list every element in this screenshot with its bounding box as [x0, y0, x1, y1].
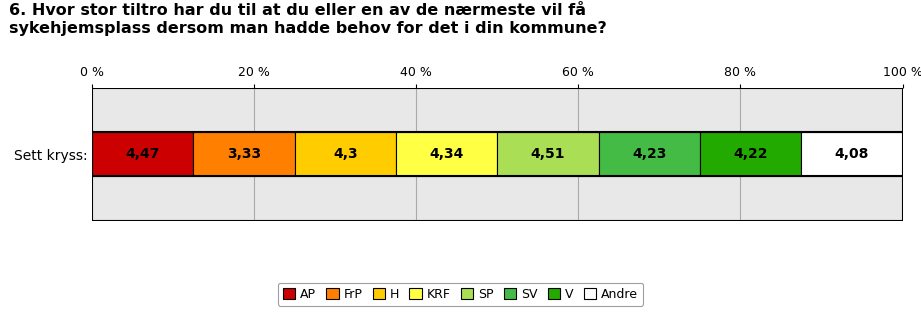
Text: 4,47: 4,47: [125, 147, 160, 161]
Bar: [599, 132, 700, 176]
Bar: [193, 132, 295, 176]
Text: 4,23: 4,23: [632, 147, 667, 161]
Text: 4,22: 4,22: [733, 147, 768, 161]
Bar: [92, 132, 193, 176]
Text: 4,34: 4,34: [429, 147, 464, 161]
Bar: [92, 176, 903, 220]
Legend: AP, FrP, H, KRF, SP, SV, V, Andre: AP, FrP, H, KRF, SP, SV, V, Andre: [277, 283, 644, 306]
Bar: [801, 132, 903, 176]
Bar: [92, 88, 903, 132]
Text: 4,08: 4,08: [834, 147, 869, 161]
Bar: [295, 132, 396, 176]
Bar: [396, 132, 497, 176]
Text: 4,3: 4,3: [333, 147, 357, 161]
Text: 6. Hvor stor tiltro har du til at du eller en av de nærmeste vil få
sykehjemspla: 6. Hvor stor tiltro har du til at du ell…: [9, 3, 607, 36]
Text: 3,33: 3,33: [227, 147, 262, 161]
Bar: [497, 132, 599, 176]
Text: 4,51: 4,51: [530, 147, 565, 161]
Bar: [700, 132, 801, 176]
